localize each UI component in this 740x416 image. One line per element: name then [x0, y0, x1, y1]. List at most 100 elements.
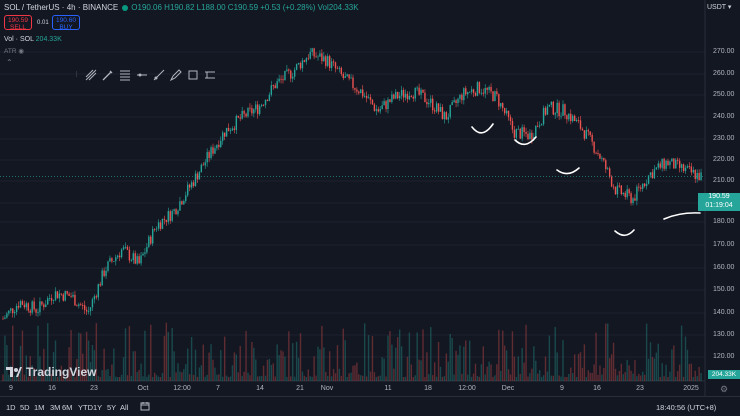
volume-bar	[583, 344, 586, 381]
candle-body	[87, 311, 90, 312]
range-button[interactable]: 1D	[6, 403, 16, 412]
volume-bar	[249, 375, 251, 381]
candle-body	[581, 128, 584, 131]
candle-body	[663, 158, 665, 169]
candle-body	[642, 183, 644, 189]
volume-bar	[517, 356, 519, 381]
candle-body	[692, 169, 694, 173]
volume-bar	[206, 374, 208, 381]
trend-line-icon[interactable]	[84, 68, 98, 82]
calendar-icon[interactable]	[140, 401, 150, 413]
volume-bar	[642, 371, 644, 381]
volume-bar	[175, 372, 177, 381]
volume-bar	[529, 373, 531, 381]
clock-display[interactable]: 18:40:56 (UTC+8)	[656, 403, 717, 412]
volume-bar	[577, 353, 580, 381]
volume-bar	[420, 360, 422, 381]
volume-bar	[377, 376, 379, 381]
candle-body	[363, 95, 366, 97]
candle-body	[482, 92, 484, 94]
candle-body	[99, 284, 101, 286]
fib-icon[interactable]	[118, 68, 132, 82]
volume-bar	[328, 351, 331, 381]
volume-bar	[262, 365, 265, 381]
volume-bar	[140, 363, 142, 381]
candle-body	[171, 211, 173, 221]
candle-body	[607, 168, 609, 170]
candle-body	[356, 89, 358, 92]
brush-icon[interactable]	[101, 68, 115, 82]
parallel-channel-icon[interactable]	[203, 68, 217, 82]
candle-body	[299, 62, 302, 69]
volume-bar	[181, 372, 183, 381]
volume-bar	[688, 364, 691, 381]
candle-body	[416, 87, 418, 89]
annotation-arc[interactable]	[471, 123, 494, 134]
volume-bar	[99, 376, 101, 381]
rectangle-icon[interactable]	[186, 68, 200, 82]
horizontal-ray-icon[interactable]	[135, 68, 149, 82]
candle-body	[375, 109, 378, 111]
range-button[interactable]: 3M	[50, 403, 61, 412]
volume-bar	[245, 330, 247, 381]
candle-body	[142, 253, 144, 256]
candle-body	[29, 310, 31, 313]
range-button[interactable]: 6M	[62, 403, 73, 412]
currency-selector[interactable]: USDT ▾	[707, 4, 732, 11]
range-button[interactable]: 5Y	[107, 403, 117, 412]
chevron-down-icon: ▾	[727, 4, 732, 11]
volume-bar	[548, 335, 551, 381]
candle-body	[636, 186, 638, 201]
atr-legend[interactable]: ATR ◉	[4, 48, 25, 55]
candle-body	[239, 117, 241, 119]
candle-body	[311, 48, 313, 52]
volume-bar	[492, 376, 494, 381]
annotation-arc[interactable]	[514, 136, 537, 146]
drawing-toolbar: ⠇	[71, 67, 231, 83]
candle-body	[461, 94, 463, 101]
symbol-title[interactable]: SOL / TetherUS · 4h · BINANCE	[4, 3, 119, 12]
candle-body	[272, 85, 274, 87]
buy-button[interactable]: 190.60 BUY	[52, 15, 80, 31]
sell-button[interactable]: 190.59 SELL	[4, 15, 32, 31]
volume-bar	[198, 367, 201, 381]
settings-icon[interactable]: ⚙	[720, 384, 729, 394]
volume-bar	[505, 350, 508, 381]
annotation-arc[interactable]	[614, 229, 635, 237]
range-button[interactable]: YTD	[78, 403, 93, 412]
candle-body	[513, 129, 516, 138]
range-button[interactable]: 1M	[34, 403, 45, 412]
ray-icon[interactable]	[152, 68, 166, 82]
candle-body	[140, 255, 142, 264]
candle-body	[247, 107, 249, 117]
volume-bar	[556, 352, 558, 381]
candle-body	[43, 304, 45, 308]
volume-bar	[408, 332, 411, 381]
pencil-icon[interactable]	[169, 68, 183, 82]
range-button[interactable]: All	[120, 403, 129, 412]
volume-bar	[336, 345, 339, 381]
range-button[interactable]: 1Y	[93, 403, 103, 412]
candle-body	[342, 74, 344, 78]
candle-body	[531, 132, 533, 140]
range-button[interactable]: 5D	[20, 403, 30, 412]
annotation-arc[interactable]	[556, 167, 580, 175]
volume-bar	[428, 374, 430, 381]
volume-bar	[280, 350, 282, 381]
tradingview-logo[interactable]: TradingView	[6, 365, 96, 379]
volume-bar	[422, 329, 424, 381]
volume-bar	[241, 375, 243, 381]
volume-bar	[334, 373, 337, 381]
candle-body	[381, 105, 383, 110]
volume-bar	[531, 368, 533, 381]
candle-body	[488, 86, 490, 90]
collapse-legend-icon[interactable]: ⌃	[6, 58, 13, 67]
price-tick: 120.00	[713, 353, 735, 360]
volume-bar	[671, 349, 673, 381]
grip-icon[interactable]: ⠇	[75, 72, 81, 79]
volume-bar	[56, 376, 59, 381]
candle-body	[352, 77, 354, 88]
candle-body	[12, 308, 14, 314]
annotation-arc[interactable]	[663, 212, 701, 220]
